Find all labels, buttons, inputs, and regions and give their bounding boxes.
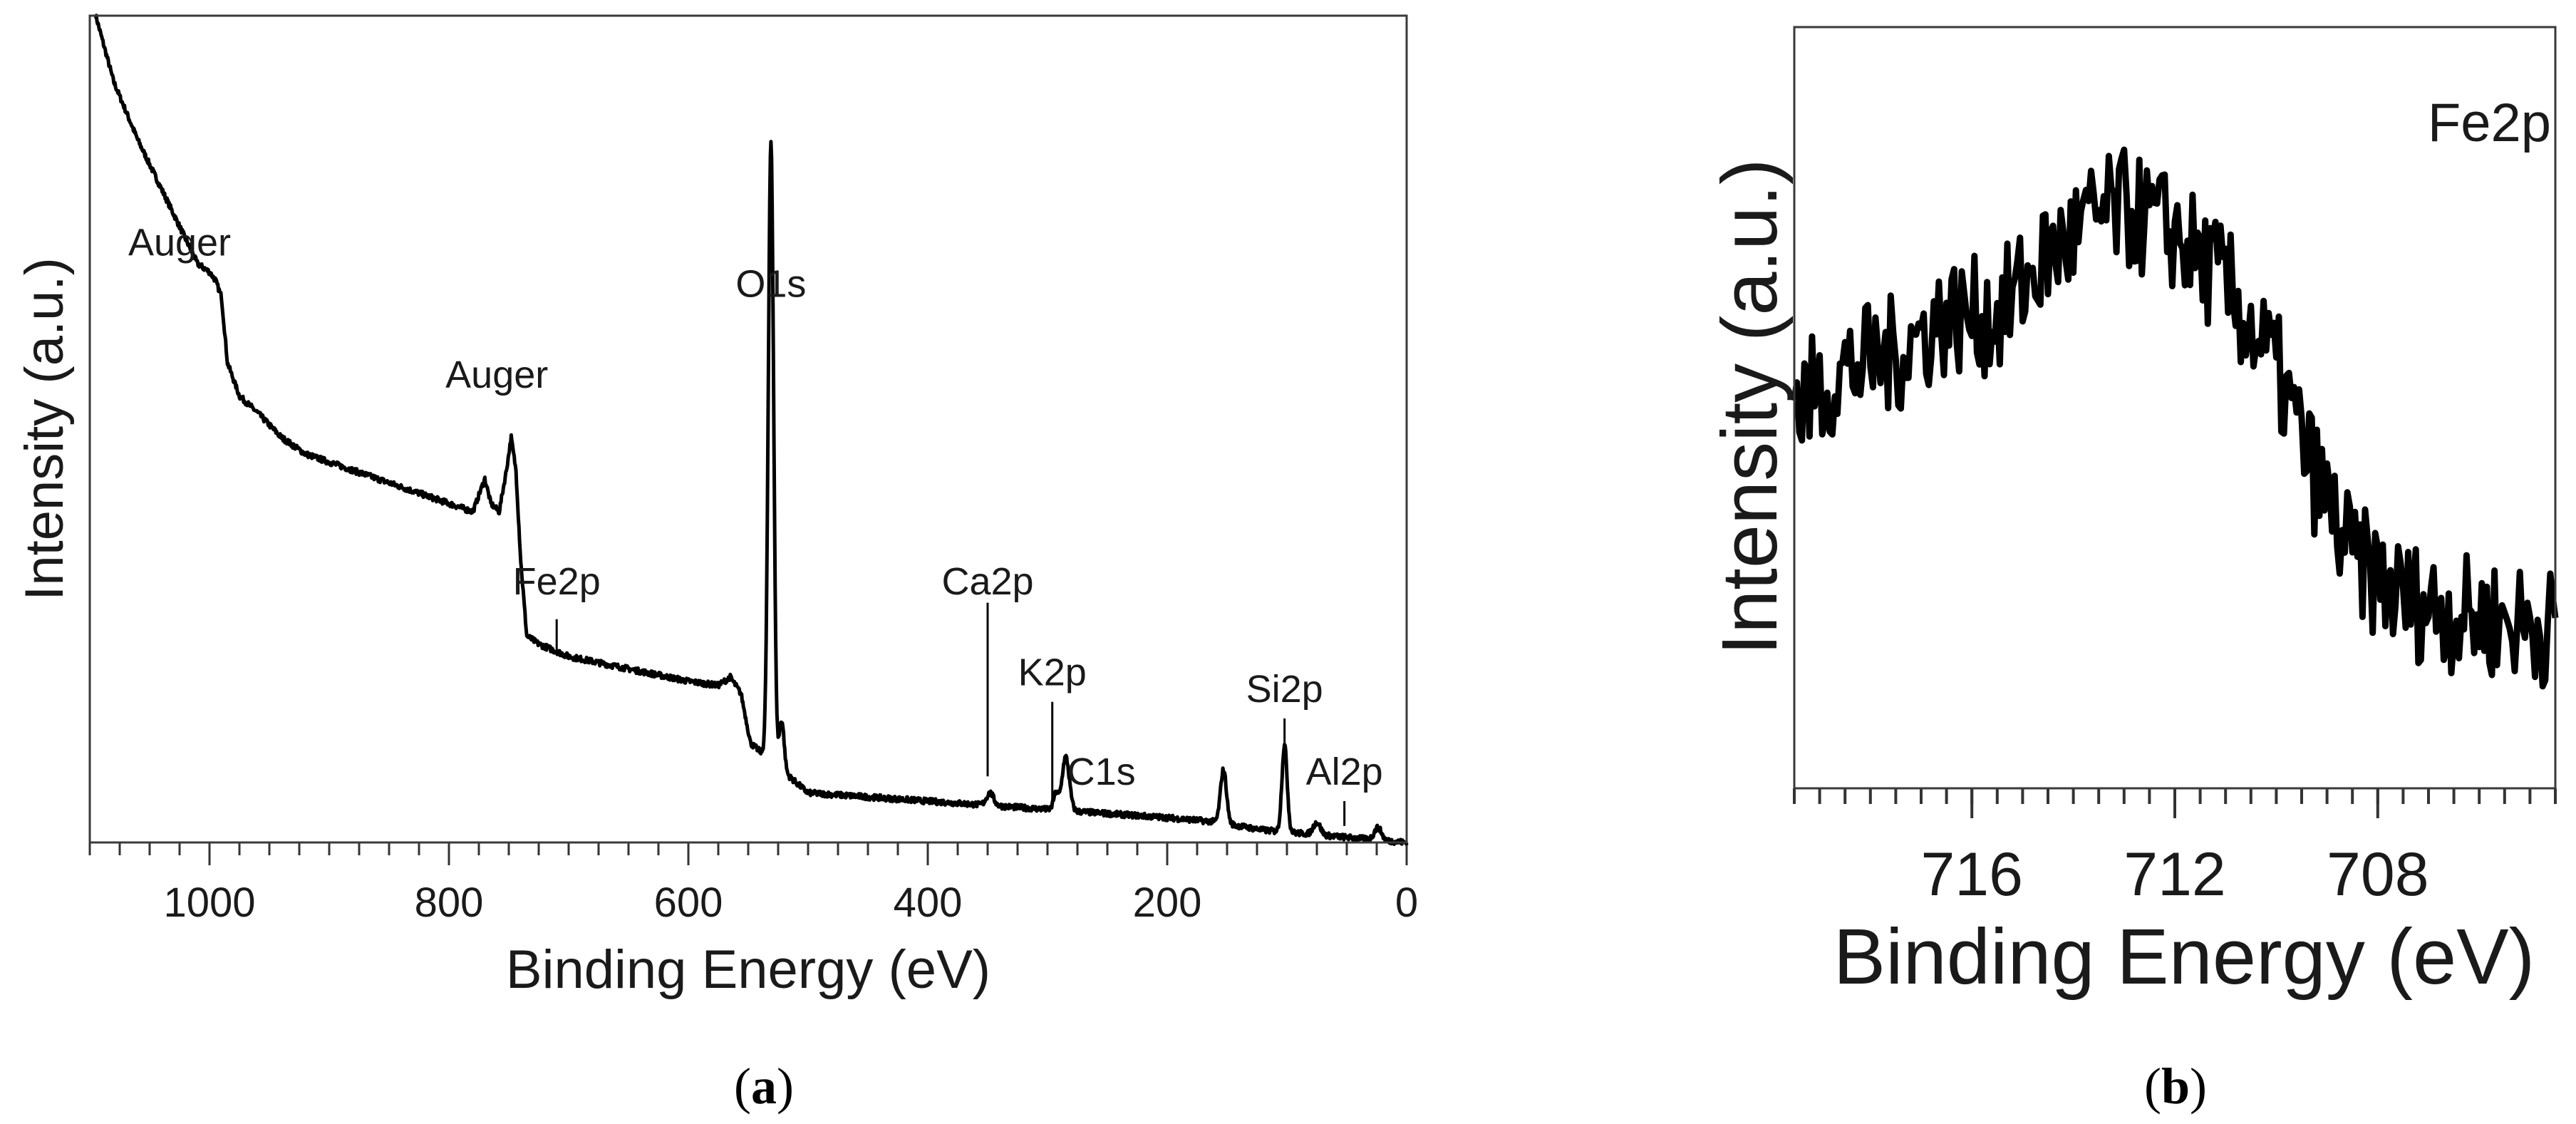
y-axis-label: Intensity (a.u.) — [1706, 159, 1794, 656]
x-axis-label: Binding Energy (eV) — [506, 939, 990, 1000]
x-major-ticks — [208, 842, 1408, 865]
spectrum-line — [93, 14, 1409, 846]
annotation-label: Auger — [445, 354, 548, 396]
annotation-label: Auger — [128, 221, 231, 264]
annotation-label: Si2p — [1246, 668, 1323, 711]
y-axis-label: Intensity (a.u.) — [14, 257, 75, 601]
annotation-label: Fe2p — [2428, 93, 2551, 153]
x-tick-label: 600 — [654, 880, 723, 926]
peak-annotations: Fe2p — [2428, 93, 2551, 153]
x-major-ticks — [1970, 788, 2379, 818]
x-tick-label: 1000 — [163, 880, 255, 926]
x-tick-labels: 716 712 708 — [1920, 840, 2428, 909]
x-tick-label: 708 — [2327, 840, 2429, 909]
annotation-label: Ca2p — [941, 560, 1033, 603]
chart-a: 1000 800 600 400 200 0 Auger Auger O1s Fe2p Ca2p K… — [14, 14, 1418, 1000]
peak-annotations: Auger Auger O1s Fe2p Ca2p K2p C1s Si2p Al2p — [128, 221, 1383, 826]
caption-a: (a) — [734, 1058, 794, 1115]
x-tick-label: 200 — [1133, 880, 1202, 926]
x-axis-label: Binding Energy (eV) — [1833, 913, 2535, 1001]
x-tick-label: 712 — [2124, 840, 2226, 909]
x-minor-ticks — [1793, 788, 2557, 804]
plot-frame — [88, 14, 1408, 844]
x-tick-labels: 1000 800 600 400 200 0 — [163, 880, 1418, 926]
annotation-label: Fe2p — [513, 560, 601, 603]
chart-b: 716 712 708 Fe2p Binding Energy (eV) Inten… — [1706, 26, 2559, 1001]
caption-a-letter: a — [751, 1058, 777, 1115]
x-tick-label: 0 — [1395, 880, 1418, 926]
annotation-label: K2p — [1018, 651, 1087, 694]
x-tick-label: 716 — [1920, 840, 2023, 909]
x-minor-ticks — [88, 842, 1408, 855]
annotation-label: C1s — [1067, 751, 1136, 793]
x-tick-label: 800 — [415, 880, 484, 926]
plot-frame — [1793, 26, 2557, 790]
caption-b-letter: b — [2161, 1058, 2190, 1115]
annotation-label: O1s — [735, 262, 806, 305]
x-tick-label: 400 — [894, 880, 963, 926]
annotation-label: Al2p — [1306, 751, 1383, 793]
spectrum-line — [1791, 146, 2559, 690]
caption-b: (b) — [2144, 1058, 2207, 1115]
